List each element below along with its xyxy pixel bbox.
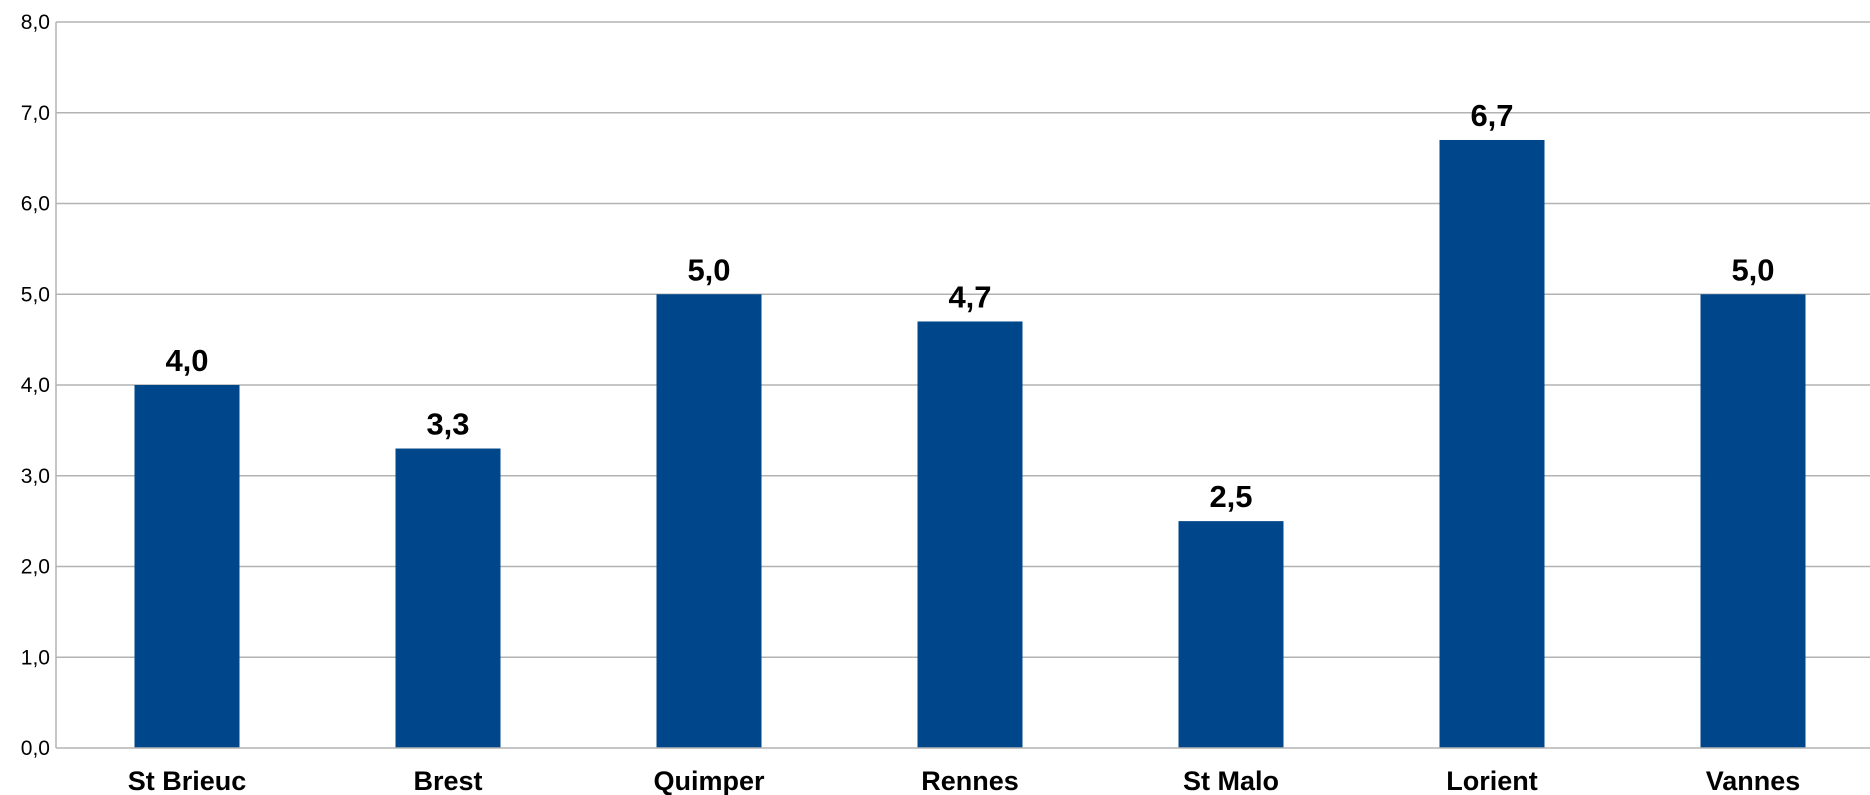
x-tick-label: Vannes (1706, 766, 1801, 795)
y-tick-label: 4,0 (21, 374, 50, 397)
x-tick-label: Lorient (1446, 766, 1538, 795)
x-tick-label: Brest (413, 766, 482, 795)
x-tick-label: St Malo (1183, 766, 1279, 795)
data-label: 5,0 (1731, 252, 1774, 287)
bar (656, 294, 762, 748)
axes (55, 22, 1870, 749)
x-tick-label: Quimper (653, 766, 765, 795)
y-tick-label: 1,0 (21, 646, 50, 669)
x-tick-label: St Brieuc (128, 766, 247, 795)
y-tick-label: 8,0 (21, 11, 50, 34)
y-tick-label: 2,0 (21, 556, 50, 579)
y-axis-tick-labels: 0,0 1,0 2,0 3,0 4,0 5,0 6,0 7,0 8,0 (21, 11, 50, 760)
data-label: 6,7 (1470, 98, 1513, 133)
data-label: 2,5 (1209, 479, 1252, 514)
bars (134, 139, 1806, 749)
bar (1439, 139, 1545, 749)
data-label: 4,7 (948, 279, 991, 314)
bar (917, 321, 1023, 748)
y-tick-label: 3,0 (21, 465, 50, 488)
y-tick-label: 7,0 (21, 102, 50, 125)
x-axis-category-labels: St Brieuc Brest Quimper Rennes St Malo Lorien… (128, 766, 1801, 795)
y-tick-label: 5,0 (21, 283, 50, 306)
data-label: 4,0 (165, 343, 208, 378)
x-tick-label: Rennes (921, 766, 1019, 795)
bar (1178, 521, 1284, 748)
data-label: 3,3 (426, 407, 469, 442)
data-label: 5,0 (687, 252, 730, 287)
bar (134, 385, 240, 748)
y-tick-label: 6,0 (21, 193, 50, 216)
y-tick-label: 0,0 (21, 737, 50, 760)
bar (1700, 294, 1806, 748)
data-labels: 4,0 3,3 5,0 4,7 2,5 6,7 5,0 (165, 98, 1774, 514)
bar (395, 448, 501, 748)
